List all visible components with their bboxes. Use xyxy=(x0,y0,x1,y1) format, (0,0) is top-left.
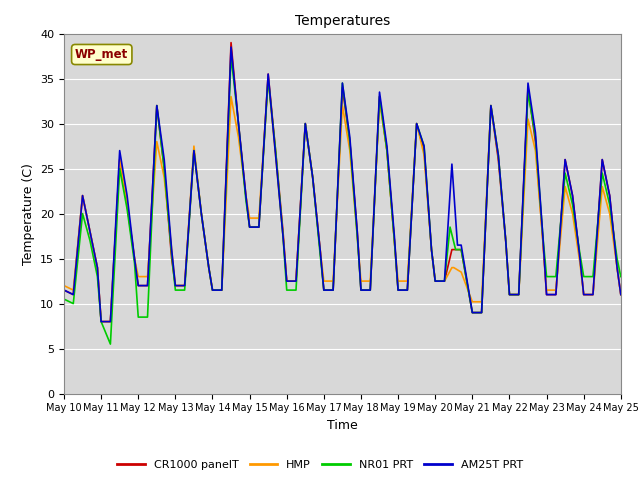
CR1000 panelT xyxy=(448,247,456,252)
HMP xyxy=(617,292,625,298)
NR01 PRT xyxy=(106,341,115,347)
CR1000 panelT xyxy=(366,287,374,293)
Y-axis label: Temperature (C): Temperature (C) xyxy=(22,163,35,264)
AM25T PRT xyxy=(124,192,131,199)
HMP xyxy=(431,278,439,284)
HMP xyxy=(60,283,68,288)
NR01 PRT xyxy=(431,278,439,284)
AM25T PRT xyxy=(431,278,439,284)
AM25T PRT xyxy=(272,152,280,158)
NR01 PRT xyxy=(617,274,625,279)
AM25T PRT xyxy=(366,287,374,293)
CR1000 panelT xyxy=(617,292,625,298)
NR01 PRT xyxy=(272,148,280,154)
CR1000 panelT xyxy=(124,202,131,207)
AM25T PRT xyxy=(227,44,235,50)
AM25T PRT xyxy=(60,287,68,293)
Legend: CR1000 panelT, HMP, NR01 PRT, AM25T PRT: CR1000 panelT, HMP, NR01 PRT, AM25T PRT xyxy=(113,456,527,474)
NR01 PRT xyxy=(60,296,68,302)
CR1000 panelT xyxy=(431,278,439,284)
AM25T PRT xyxy=(448,161,456,167)
AM25T PRT xyxy=(524,80,532,86)
NR01 PRT xyxy=(446,224,454,230)
HMP xyxy=(124,202,131,207)
CR1000 panelT xyxy=(60,287,68,293)
CR1000 panelT xyxy=(97,319,105,324)
HMP xyxy=(366,278,374,284)
CR1000 panelT xyxy=(524,84,532,90)
Text: WP_met: WP_met xyxy=(75,48,129,61)
NR01 PRT xyxy=(366,287,374,293)
CR1000 panelT xyxy=(272,148,280,154)
NR01 PRT xyxy=(524,89,532,95)
Line: AM25T PRT: AM25T PRT xyxy=(64,47,621,322)
Line: NR01 PRT: NR01 PRT xyxy=(64,56,621,344)
CR1000 panelT xyxy=(227,40,235,46)
AM25T PRT xyxy=(97,319,105,324)
NR01 PRT xyxy=(227,53,235,59)
HMP xyxy=(264,76,272,82)
X-axis label: Time: Time xyxy=(327,419,358,432)
HMP xyxy=(272,152,280,158)
HMP xyxy=(97,319,105,324)
HMP xyxy=(448,264,456,270)
Line: CR1000 panelT: CR1000 panelT xyxy=(64,43,621,322)
HMP xyxy=(524,116,532,122)
Title: Temperatures: Temperatures xyxy=(295,14,390,28)
Line: HMP: HMP xyxy=(64,79,621,322)
NR01 PRT xyxy=(124,206,131,212)
AM25T PRT xyxy=(617,292,625,298)
